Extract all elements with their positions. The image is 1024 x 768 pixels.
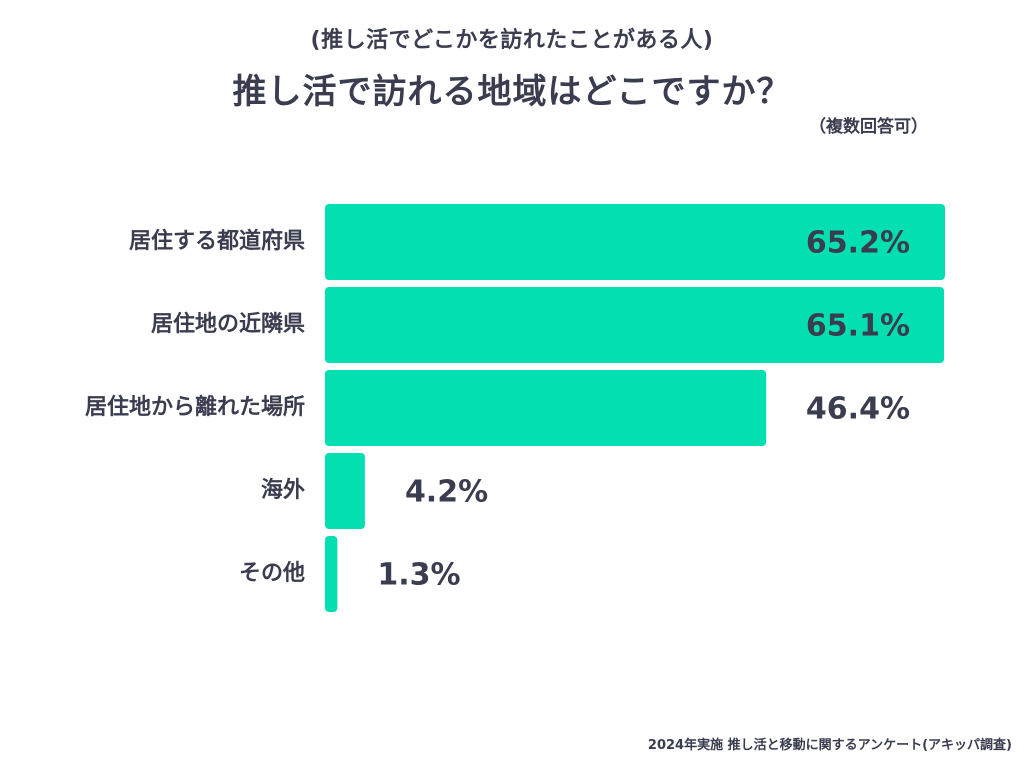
value-label: 4.2% xyxy=(405,475,488,510)
multiple-answer-note: （複数回答可） xyxy=(809,117,928,137)
value-label: 65.1% xyxy=(806,309,910,344)
source-note: 2024年実施 推し活と移動に関するアンケート(アキッパ調査) xyxy=(647,738,1012,753)
category-label: 海外 xyxy=(261,477,305,503)
chart-title: 推し活で訪れる地域はどこですか？ xyxy=(232,72,792,112)
bar-4 xyxy=(325,453,365,529)
bar-2 xyxy=(325,287,945,363)
value-label: 1.3% xyxy=(377,558,460,593)
value-label: 65.2% xyxy=(806,226,910,261)
bar-3 xyxy=(325,370,767,446)
category-label: その他 xyxy=(239,561,305,586)
bar-1 xyxy=(325,204,945,280)
category-label: 居住地から離れた場所 xyxy=(85,394,305,420)
bar-5 xyxy=(325,536,338,612)
category-label: 居住地の近隣県 xyxy=(151,311,305,337)
chart-subtitle: (推し活でどこかを訪れたことがある人) xyxy=(310,28,714,53)
category-label: 居住する都道府県 xyxy=(129,228,305,254)
value-label: 46.4% xyxy=(806,392,910,427)
